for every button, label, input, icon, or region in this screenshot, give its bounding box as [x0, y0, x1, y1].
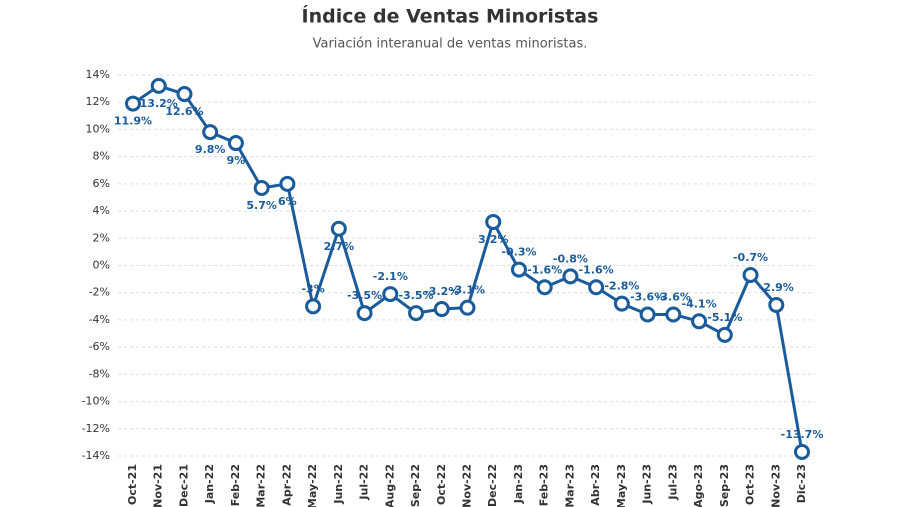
x-tick-label: Ago-23 — [692, 464, 705, 507]
data-point — [202, 124, 219, 141]
x-tick-label: Nov-22 — [461, 464, 474, 507]
data-point — [768, 296, 785, 313]
x-tick-label: May-22 — [306, 464, 319, 507]
x-tick-label: Jan-22 — [203, 464, 216, 504]
x-tick-label: Jul-23 — [666, 464, 679, 501]
data-point — [433, 301, 450, 318]
data-point — [227, 135, 244, 152]
data-label: -13.7% — [781, 428, 824, 441]
data-label: -2.9% — [759, 281, 794, 294]
data-point — [356, 305, 373, 322]
x-tick-label: Apr-22 — [280, 464, 293, 506]
data-label: -3.5% — [347, 289, 382, 302]
data-label: -4.1% — [682, 297, 717, 310]
data-point — [305, 298, 322, 315]
x-tick-label: Oct-21 — [126, 464, 139, 505]
data-label: 9.8% — [195, 143, 226, 156]
data-point — [742, 267, 759, 284]
x-tick-label: Feb-22 — [229, 464, 242, 506]
y-tick-label: 14% — [86, 68, 110, 81]
y-tick-label: -2% — [89, 286, 110, 299]
data-point — [150, 77, 167, 94]
y-tick-label: -4% — [89, 313, 110, 326]
data-point — [613, 295, 630, 312]
chart-title: Índice de Ventas Minoristas — [302, 5, 599, 28]
y-tick-label: 12% — [86, 95, 110, 108]
data-point — [485, 213, 502, 230]
data-label: -3.6% — [656, 290, 691, 303]
x-tick-label: Aug-22 — [383, 464, 396, 507]
x-tick-label: Oct-22 — [435, 464, 448, 505]
y-tick-label: 4% — [93, 204, 110, 217]
y-tick-label: 2% — [93, 231, 110, 244]
data-label: -0.8% — [553, 252, 588, 265]
data-point — [253, 179, 270, 196]
x-tick-label: Sep-22 — [409, 464, 422, 507]
x-tick-label: Mar-22 — [255, 464, 268, 507]
x-tick-label: Nov-23 — [769, 464, 782, 507]
data-point — [794, 443, 810, 460]
data-label: -2.8% — [604, 280, 639, 293]
x-tick-label: Dec-21 — [177, 464, 190, 507]
x-tick-label: Feb-23 — [538, 464, 551, 506]
data-point — [382, 286, 399, 303]
y-tick-label: 8% — [93, 150, 110, 163]
data-label: -1.6% — [579, 263, 614, 276]
data-label: -0.7% — [733, 251, 768, 264]
y-tick-label: -14% — [82, 449, 110, 462]
data-point — [408, 305, 425, 322]
x-tick-label: May-23 — [615, 464, 628, 507]
x-tick-label: Nov-21 — [152, 464, 165, 507]
x-tick-label: Jul-22 — [358, 464, 371, 501]
y-tick-label: -12% — [82, 422, 110, 435]
data-point — [665, 306, 682, 323]
y-tick-label: 6% — [93, 177, 110, 190]
data-label: 5.7% — [246, 199, 277, 212]
data-label: -0.3% — [501, 246, 536, 259]
x-tick-label: Jun-23 — [641, 464, 654, 505]
data-point — [510, 261, 527, 278]
data-label: -3.2% — [424, 285, 459, 298]
x-tick-label: Jun-22 — [332, 464, 345, 505]
x-tick-label: Dec-22 — [486, 464, 499, 507]
data-point — [536, 279, 553, 296]
y-tick-label: 10% — [86, 122, 110, 135]
data-point — [588, 279, 605, 296]
data-point — [639, 306, 656, 323]
x-tick-label: Dic-23 — [795, 464, 808, 503]
data-label: -3.6% — [630, 290, 665, 303]
data-point — [125, 95, 141, 112]
data-label: -5.1% — [707, 311, 742, 324]
x-tick-label: Abr-23 — [589, 464, 602, 506]
x-tick-label: Jan-23 — [512, 464, 525, 504]
y-tick-label: -6% — [89, 340, 110, 353]
y-tick-label: -10% — [82, 395, 110, 408]
data-label: 9% — [227, 154, 246, 167]
data-label: -2.1% — [373, 270, 408, 283]
x-tick-label: Oct-23 — [744, 464, 757, 505]
data-label: -3.5% — [398, 289, 433, 302]
data-point — [459, 299, 476, 316]
data-label: -3% — [301, 282, 324, 295]
data-point — [691, 313, 708, 330]
chart-subtitle: Variación interanual de ventas minorista… — [313, 37, 588, 52]
y-tick-label: -8% — [89, 367, 110, 380]
data-point — [176, 86, 193, 103]
data-label: -3.1% — [450, 284, 485, 297]
x-tick-label: Sep-23 — [718, 464, 731, 507]
data-label: 6% — [278, 195, 297, 208]
data-label: 11.9% — [114, 115, 152, 128]
data-point — [716, 326, 733, 343]
data-point — [279, 175, 296, 192]
data-label: 3.2% — [478, 233, 509, 246]
x-tick-label: Mar-23 — [563, 464, 576, 507]
data-label: -1.6% — [527, 263, 562, 276]
data-point — [562, 268, 579, 285]
data-label: 13.2% — [140, 97, 178, 110]
data-label: 12.6% — [165, 105, 203, 118]
data-label: 2.7% — [324, 240, 355, 253]
y-tick-label: 0% — [93, 259, 110, 272]
data-point — [330, 220, 347, 237]
